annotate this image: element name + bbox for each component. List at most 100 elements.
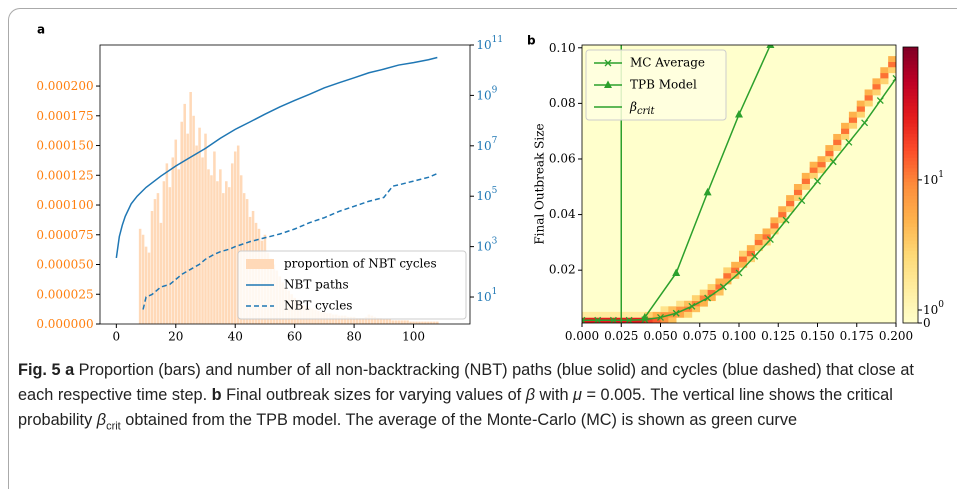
marker: [582, 316, 586, 323]
bar: [433, 321, 436, 324]
colorbar-step: [903, 47, 918, 51]
marker: [594, 316, 602, 323]
heatmap-cell: [793, 184, 803, 190]
tick-label: 0.08: [549, 96, 576, 110]
marker: [672, 268, 681, 276]
tick-label-exponent: 5: [492, 186, 498, 196]
bar: [239, 175, 243, 324]
colorbar-step: [903, 222, 918, 227]
legend-label: proportion of NBT cycles: [284, 257, 437, 271]
colorbar-step: [903, 126, 918, 131]
colorbar-step: [903, 129, 918, 134]
marker: [672, 309, 680, 317]
tick-label-base: 0.025: [604, 329, 638, 343]
bar: [174, 139, 178, 324]
symbol: β: [525, 386, 536, 404]
colorbar-step: [903, 122, 918, 127]
colorbar-step: [903, 95, 918, 100]
marker: [735, 269, 743, 277]
figure-frame: [8, 8, 957, 489]
heatmap-cell: [762, 228, 771, 235]
tick-label-base: 0.000200: [36, 79, 93, 93]
symbol: μ: [573, 386, 582, 404]
marker: [704, 294, 712, 302]
heatmap-cell: [809, 161, 818, 168]
axes-frame: [99, 44, 471, 325]
marker: [609, 316, 617, 323]
tick-label: 0.025: [604, 329, 638, 343]
heatmap-cell: [707, 284, 716, 290]
tick-label: 0: [113, 330, 121, 344]
colorbar-step: [903, 84, 918, 89]
colorbar-step: [903, 167, 918, 172]
colorbar-step: [903, 78, 918, 82]
bar: [180, 121, 183, 324]
tick-label: 0.000: [565, 329, 599, 343]
colorbar-step: [903, 271, 918, 276]
colorbar-step: [903, 250, 918, 255]
bar: [144, 246, 148, 324]
tick-label: 0.000075: [36, 227, 93, 241]
colorbar-step: [903, 195, 918, 200]
bar: [183, 103, 186, 324]
bar: [147, 252, 151, 324]
tick-label: 103: [476, 236, 497, 253]
tick-label: 0.000175: [36, 108, 93, 122]
panel-label: a: [37, 23, 45, 37]
heatmap-cell: [864, 95, 873, 101]
bar: [228, 187, 231, 324]
heatmap-cell: [864, 100, 873, 107]
colorbar-step: [903, 140, 918, 145]
colorbar-step: [903, 278, 918, 283]
colorbar-step: [903, 181, 918, 186]
tick-label-base: 10: [476, 239, 491, 253]
marker-stroke: [688, 302, 696, 310]
marker-stroke: [604, 59, 612, 67]
tick-label-base: 0.000150: [36, 138, 93, 152]
tick-label: 0.000150: [36, 138, 93, 152]
tick-label: 0: [923, 316, 931, 330]
legend-label: βcrit: [629, 100, 656, 117]
marker: [604, 80, 612, 88]
heatmap-cell: [778, 211, 787, 218]
colorbar-step: [903, 143, 918, 148]
colorbar-step: [903, 60, 918, 65]
marker-stroke: [719, 283, 727, 291]
heatmap-cell: [668, 306, 677, 313]
colorbar-step: [903, 309, 918, 314]
colorbar-step: [903, 191, 918, 196]
marker: [798, 197, 806, 205]
colorbar-step: [903, 164, 918, 169]
tick-label-exponent: 1: [492, 287, 498, 297]
bar: [159, 222, 163, 324]
tick-label-base: 0.125: [761, 329, 795, 343]
tick-label: 40: [228, 330, 243, 344]
bar: [376, 318, 380, 324]
marker-stroke: [582, 316, 586, 323]
bar: [192, 115, 195, 324]
tick-label-base: 10: [476, 138, 491, 152]
tick-label: 0.000050: [36, 257, 93, 271]
colorbar-step: [903, 240, 918, 245]
bar: [156, 193, 160, 324]
bar: [346, 316, 350, 324]
colorbar-frame: [902, 46, 919, 324]
tick-label: 0.02: [549, 263, 576, 277]
heatmap-cell: [652, 317, 661, 323]
colorbar-step: [903, 202, 918, 207]
bar: [418, 321, 421, 324]
marker: [751, 252, 759, 260]
heatmap-cell: [723, 267, 732, 274]
marker: [766, 45, 775, 48]
bar: [219, 169, 222, 324]
colorbar-step: [903, 254, 918, 258]
colorbar-step: [903, 112, 918, 117]
colorbar-step: [903, 160, 918, 165]
colorbar-step: [903, 209, 918, 214]
colorbar-step: [903, 260, 918, 265]
legend-label: TPB Model: [630, 78, 697, 92]
caption: Fig. 5 a Proportion (bars) and number of…: [18, 358, 948, 439]
colorbar-step: [903, 233, 918, 238]
heatmap-cell: [589, 311, 598, 318]
bar: [138, 228, 142, 324]
